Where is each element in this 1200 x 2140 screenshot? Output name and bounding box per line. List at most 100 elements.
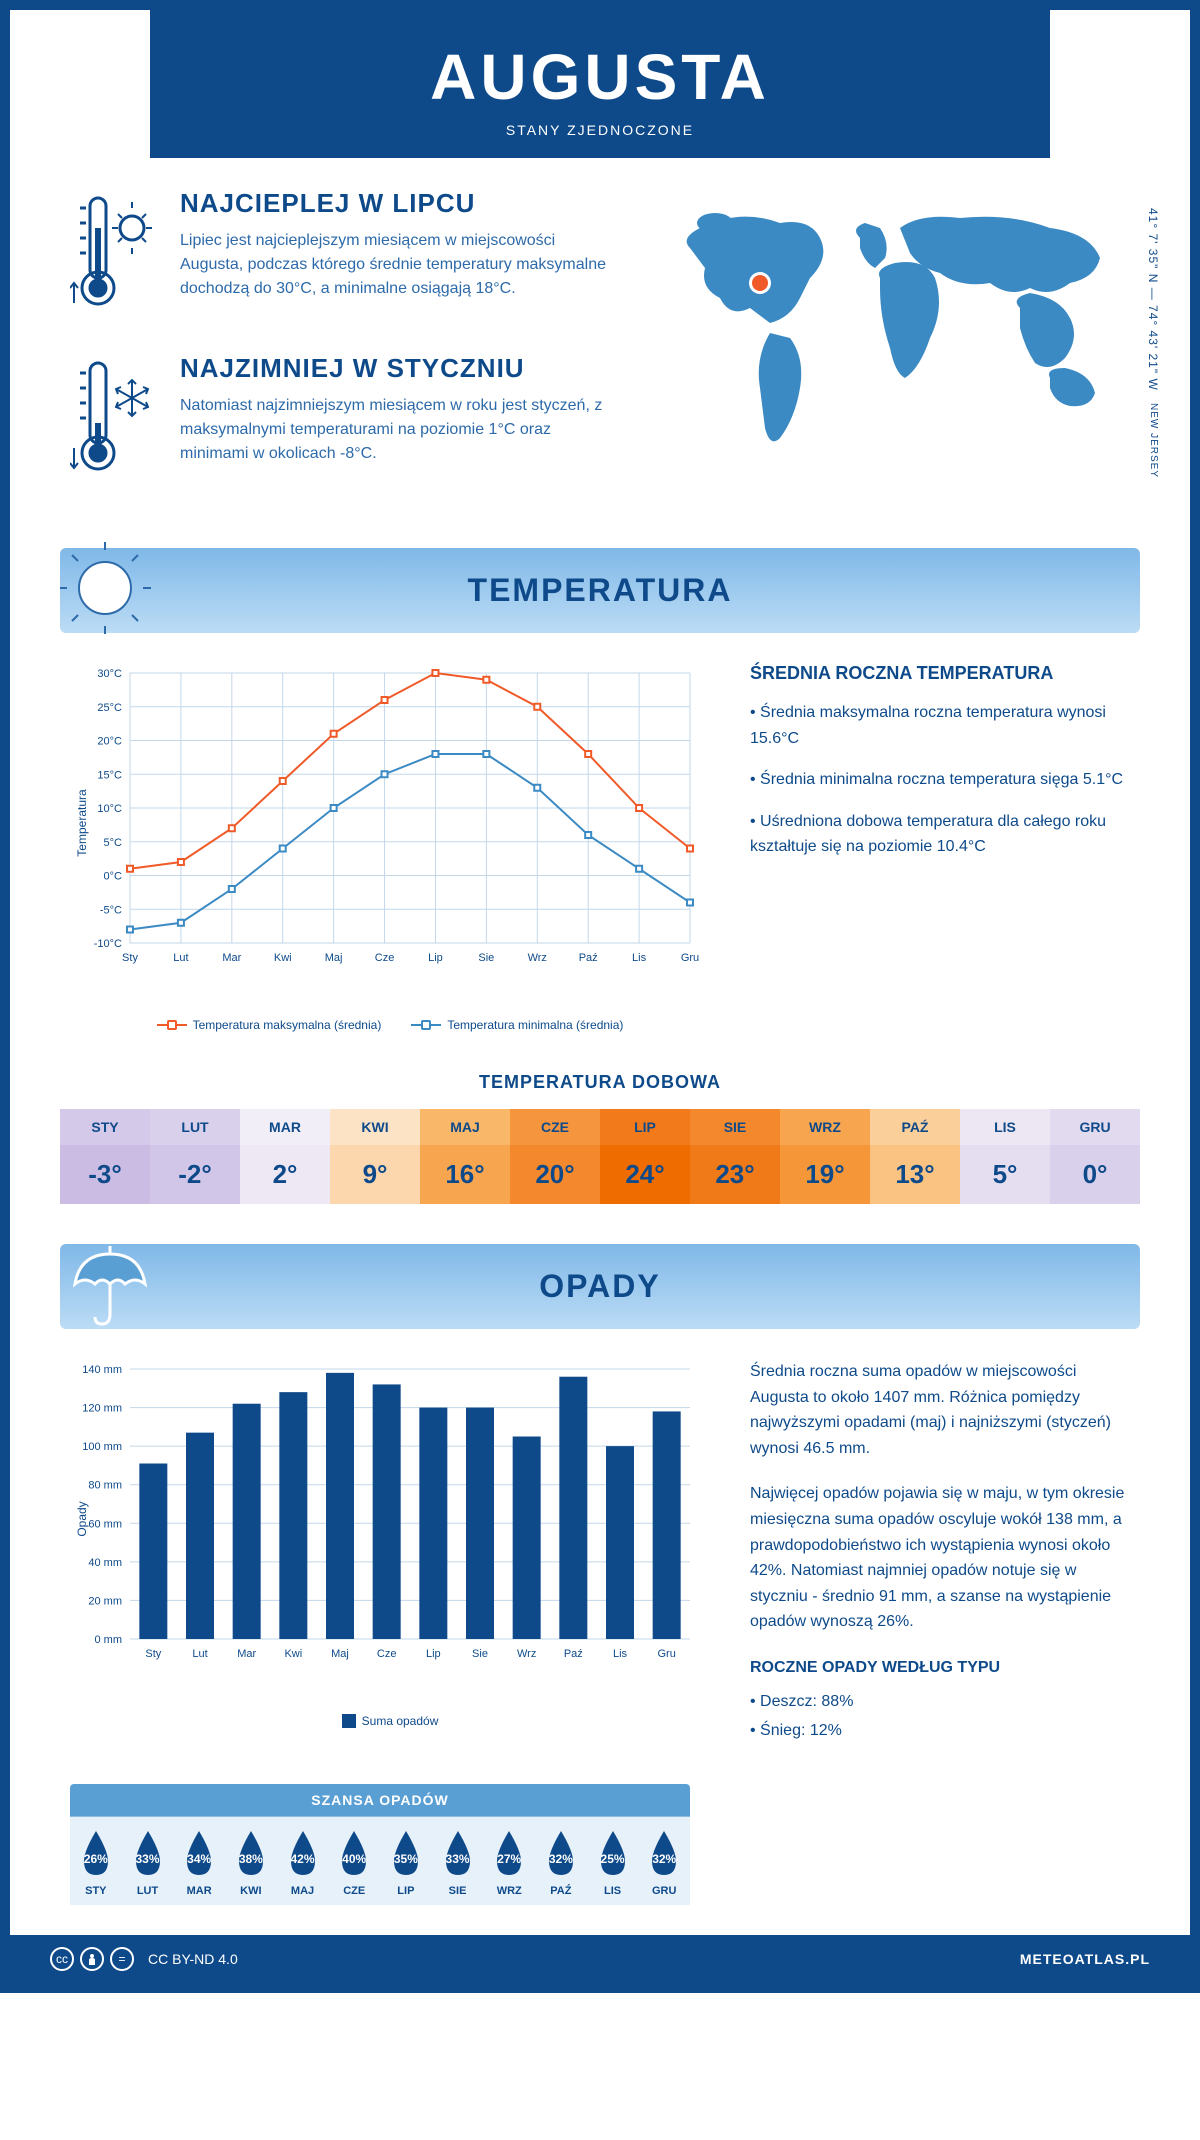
svg-text:80 mm: 80 mm xyxy=(88,1480,122,1492)
fact-cold-text: Natomiast najzimniejszym miesiącem w rok… xyxy=(180,394,610,466)
svg-text:Maj: Maj xyxy=(325,952,343,964)
svg-text:Gru: Gru xyxy=(681,952,699,964)
svg-text:Kwi: Kwi xyxy=(284,1648,302,1660)
drop-icon: 35% xyxy=(386,1829,426,1879)
chance-cell: 35%LIP xyxy=(380,1817,432,1905)
daily-cell: PAŹ13° xyxy=(870,1109,960,1204)
fact-hot-text: Lipiec jest najcieplejszym miesiącem w m… xyxy=(180,229,610,301)
drop-icon: 27% xyxy=(489,1829,529,1879)
daily-cell: KWI9° xyxy=(330,1109,420,1204)
header-banner: AUGUSTA STANY ZJEDNOCZONE xyxy=(150,10,1050,158)
svg-text:Paź: Paź xyxy=(579,952,598,964)
svg-text:30°C: 30°C xyxy=(97,668,122,680)
temperature-line-chart: -10°C-5°C0°C5°C10°C15°C20°C25°C30°CStyLu… xyxy=(70,663,710,1032)
drop-icon: 26% xyxy=(76,1829,116,1879)
svg-text:Paź: Paź xyxy=(564,1648,583,1660)
drop-icon: 33% xyxy=(128,1829,168,1879)
svg-text:100 mm: 100 mm xyxy=(82,1441,122,1453)
svg-text:Sty: Sty xyxy=(122,952,138,964)
daily-temp-grid: STY-3°LUT-2°MAR2°KWI9°MAJ16°CZE20°LIP24°… xyxy=(60,1109,1140,1204)
drop-icon: 38% xyxy=(231,1829,271,1879)
svg-text:Sie: Sie xyxy=(472,1648,488,1660)
daily-cell: MAJ16° xyxy=(420,1109,510,1204)
cc-icon: cc xyxy=(50,1947,74,1971)
legend-sum: Suma opadów xyxy=(362,1714,439,1728)
fact-hot-title: NAJCIEPLEJ W LIPCU xyxy=(180,188,610,219)
thermometer-hot-icon xyxy=(70,188,160,323)
drop-icon: 25% xyxy=(593,1829,633,1879)
svg-text:Sie: Sie xyxy=(478,952,494,964)
svg-text:Gru: Gru xyxy=(657,1648,675,1660)
chance-cell: 32%PAŹ xyxy=(535,1817,587,1905)
daily-cell: GRU0° xyxy=(1050,1109,1140,1204)
temperature-banner: TEMPERATURA xyxy=(60,548,1140,633)
coordinates: 41° 7' 35" N — 74° 43' 21" W NEW JERSEY xyxy=(1146,208,1160,478)
svg-text:5°C: 5°C xyxy=(104,837,123,849)
svg-text:Lut: Lut xyxy=(192,1648,207,1660)
svg-text:Opady: Opady xyxy=(75,1501,89,1536)
legend-min: Temperatura minimalna (średnia) xyxy=(447,1018,623,1032)
precipitation-banner: OPADY xyxy=(60,1244,1140,1329)
drop-icon: 40% xyxy=(334,1829,374,1879)
thermometer-cold-icon xyxy=(70,353,160,488)
svg-text:Wrz: Wrz xyxy=(528,952,547,964)
nd-icon: = xyxy=(110,1947,134,1971)
chance-cell: 34%MAR xyxy=(173,1817,225,1905)
svg-text:Lis: Lis xyxy=(632,952,647,964)
svg-text:Maj: Maj xyxy=(331,1648,349,1660)
chance-cell: 32%GRU xyxy=(638,1817,690,1905)
svg-text:0 mm: 0 mm xyxy=(95,1634,123,1646)
umbrella-icon xyxy=(60,1234,160,1334)
svg-text:Cze: Cze xyxy=(377,1648,397,1660)
svg-text:Lut: Lut xyxy=(173,952,188,964)
svg-text:Lis: Lis xyxy=(613,1648,628,1660)
svg-text:Wrz: Wrz xyxy=(517,1648,536,1660)
chance-cell: 33%SIE xyxy=(432,1817,484,1905)
fact-cold-title: NAJZIMNIEJ W STYCZNIU xyxy=(180,353,610,384)
precipitation-chance-table: SZANSA OPADÓW 26%STY33%LUT34%MAR38%KWI42… xyxy=(70,1784,690,1905)
svg-text:60 mm: 60 mm xyxy=(88,1518,122,1530)
svg-text:Cze: Cze xyxy=(375,952,395,964)
chance-cell: 42%MAJ xyxy=(277,1817,329,1905)
precipitation-bar-chart: 0 mm20 mm40 mm60 mm80 mm100 mm120 mm140 … xyxy=(70,1359,710,1728)
svg-text:Mar: Mar xyxy=(237,1648,256,1660)
daily-cell: MAR2° xyxy=(240,1109,330,1204)
infographic-page: AUGUSTA STANY ZJEDNOCZONE NAJCIEPLEJ W L… xyxy=(0,0,1200,1993)
drop-icon: 32% xyxy=(541,1829,581,1879)
svg-text:0°C: 0°C xyxy=(104,871,123,883)
fact-coldest: NAJZIMNIEJ W STYCZNIU Natomiast najzimni… xyxy=(70,353,610,488)
by-icon xyxy=(80,1947,104,1971)
intro-row: NAJCIEPLEJ W LIPCU Lipiec jest najcieple… xyxy=(10,188,1190,548)
world-map-svg xyxy=(650,188,1130,468)
license-badge: cc = CC BY-ND 4.0 xyxy=(50,1947,238,1971)
footer: cc = CC BY-ND 4.0 METEOATLAS.PL xyxy=(10,1935,1190,1983)
sun-icon xyxy=(60,538,160,638)
chance-cell: 27%WRZ xyxy=(483,1817,535,1905)
svg-text:Sty: Sty xyxy=(145,1648,161,1660)
svg-text:10°C: 10°C xyxy=(97,803,122,815)
chance-cell: 25%LIS xyxy=(587,1817,639,1905)
svg-text:120 mm: 120 mm xyxy=(82,1403,122,1415)
world-map: 41° 7' 35" N — 74° 43' 21" W NEW JERSEY xyxy=(650,188,1130,518)
svg-text:Lip: Lip xyxy=(428,952,443,964)
daily-cell: LIP24° xyxy=(600,1109,690,1204)
svg-text:Mar: Mar xyxy=(222,952,241,964)
daily-cell: LUT-2° xyxy=(150,1109,240,1204)
chance-cell: 33%LUT xyxy=(122,1817,174,1905)
drop-icon: 42% xyxy=(283,1829,323,1879)
daily-cell: LIS5° xyxy=(960,1109,1050,1204)
svg-text:25°C: 25°C xyxy=(97,702,122,714)
daily-temp-title: TEMPERATURA DOBOWA xyxy=(10,1072,1190,1093)
svg-text:Temperatura: Temperatura xyxy=(75,789,89,857)
page-title: AUGUSTA xyxy=(150,40,1050,114)
chance-cell: 26%STY xyxy=(70,1817,122,1905)
svg-text:20°C: 20°C xyxy=(97,736,122,748)
precipitation-summary: Średnia roczna suma opadów w miejscowośc… xyxy=(750,1359,1130,1764)
svg-text:-5°C: -5°C xyxy=(100,904,122,916)
legend-max: Temperatura maksymalna (średnia) xyxy=(193,1018,382,1032)
daily-cell: WRZ19° xyxy=(780,1109,870,1204)
drop-icon: 34% xyxy=(179,1829,219,1879)
daily-cell: CZE20° xyxy=(510,1109,600,1204)
svg-text:40 mm: 40 mm xyxy=(88,1557,122,1569)
svg-text:Kwi: Kwi xyxy=(274,952,292,964)
